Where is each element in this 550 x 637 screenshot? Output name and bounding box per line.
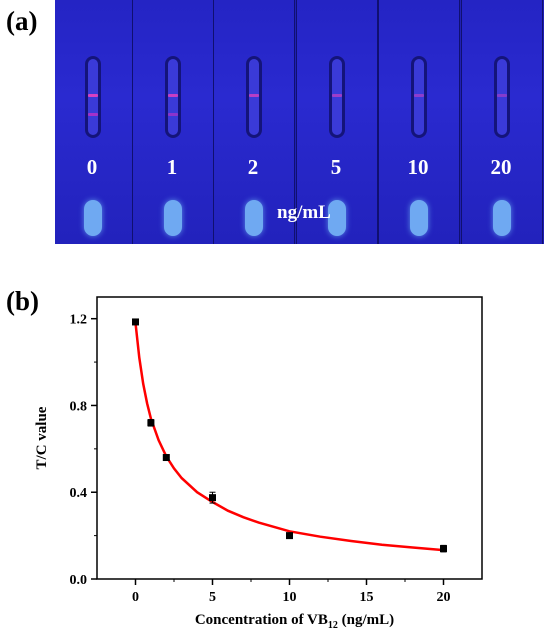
sample-pad [328,200,346,236]
data-point [147,419,155,427]
sample-pad [164,200,182,236]
concentration-label: 2 [247,155,259,179]
x-axis-title: Concentration of VB12 (ng/mL) [195,612,394,631]
concentration-label: 1 [166,155,178,179]
test-line [332,94,342,97]
strip-window [165,56,181,138]
test-strip [132,0,214,244]
x-tick-label: 0 [132,590,139,605]
strip-window [85,56,101,138]
test-line [168,94,178,97]
y-axis-title: T/C value [34,406,50,469]
y-tick-label: 0.8 [70,399,88,414]
concentration-label: 20 [490,155,512,179]
y-tick-label: 0.0 [70,573,88,588]
sample-pad [410,200,428,236]
data-point [162,454,170,462]
sample-pad [84,200,102,236]
data-point [286,532,293,540]
test-strip [378,0,460,244]
panel-label-a: (a) [6,6,38,36]
fit-curve [134,322,444,552]
x-tick-label: 5 [209,590,216,605]
strip-window [411,56,427,138]
test-line [88,94,98,97]
unit-label: ng/mL [277,202,331,223]
x-tick-label: 15 [360,590,374,605]
x-tick-label: 10 [283,590,297,605]
sample-pad [245,200,263,236]
strip-window [494,56,510,138]
data-point [440,545,447,553]
data-point [132,318,139,326]
control-line [88,113,98,116]
concentration-label: 0 [86,155,98,179]
panel-label-b: (b) [6,286,39,316]
y-tick-label: 1.2 [70,313,88,328]
concentration-label: 5 [330,155,342,179]
strip-window [329,56,345,138]
test-line [249,94,259,97]
control-line [168,113,178,116]
sample-pad [493,200,511,236]
test-strip [296,0,378,244]
test-strip [55,0,134,244]
strip-window [246,56,262,138]
y-tick-label: 0.4 [70,486,88,501]
test-line [414,94,424,97]
test-strip [213,0,295,244]
data-point [209,494,216,502]
test-strip [461,0,543,244]
test-line [497,94,507,97]
test-strip-photo: ng/mL 0 1 2 5 10 20 [55,0,544,244]
concentration-label: 10 [407,155,429,179]
x-tick-label: 20 [437,590,451,605]
